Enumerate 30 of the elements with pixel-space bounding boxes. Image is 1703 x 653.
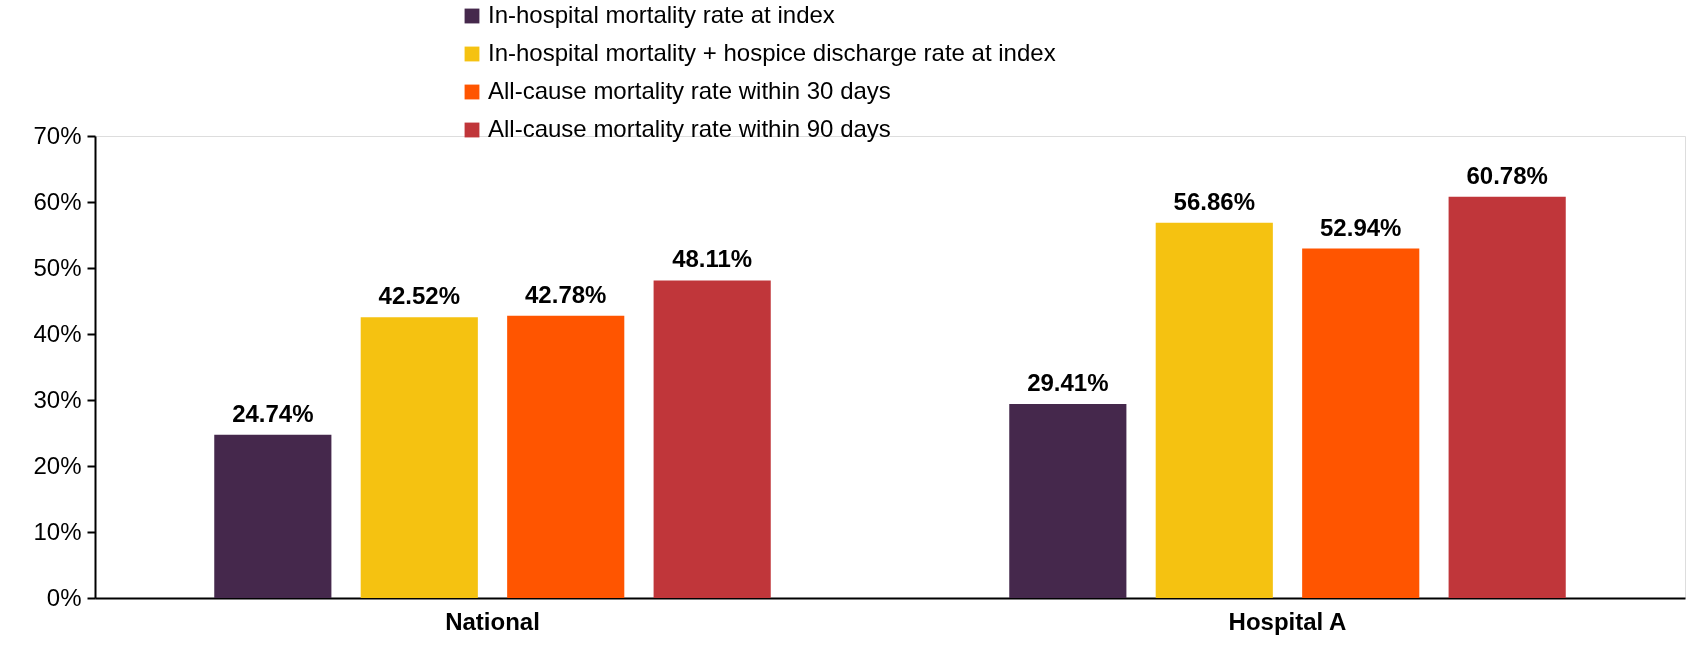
data-label: 56.86% — [1173, 187, 1255, 215]
data-label: 52.94% — [1320, 213, 1402, 241]
y-tick-label: 10% — [33, 517, 82, 545]
y-tick-label: 20% — [33, 451, 82, 479]
bar — [360, 317, 478, 598]
y-tick-label: 0% — [46, 583, 82, 611]
data-label: 48.11% — [672, 245, 753, 273]
x-tick-label: Hospital A — [1228, 607, 1347, 635]
data-label: 60.78% — [1466, 161, 1548, 189]
legend-label: All-cause mortality rate within 30 days — [488, 77, 891, 104]
bar — [214, 434, 332, 598]
y-tick-label: 50% — [33, 253, 82, 281]
bar — [1302, 248, 1420, 598]
bar — [507, 315, 625, 598]
legend-label: In-hospital mortality rate at index — [488, 1, 835, 28]
bar — [1009, 403, 1127, 598]
y-tick-label: 70% — [33, 121, 82, 149]
legend-label: All-cause mortality rate within 90 days — [488, 115, 891, 142]
y-tick-label: 60% — [33, 187, 82, 215]
y-tick-label: 40% — [33, 319, 82, 347]
y-tick-label: 30% — [33, 385, 82, 413]
legend-label: In-hospital mortality + hospice discharge rate at index — [488, 39, 1056, 66]
data-label: 24.74% — [232, 399, 314, 427]
data-label: 42.52% — [378, 282, 460, 310]
x-tick-label: National — [445, 607, 540, 635]
bar — [653, 280, 771, 598]
data-label: 42.78% — [525, 280, 607, 308]
bar — [1448, 196, 1566, 598]
bar — [1155, 222, 1273, 598]
data-label: 29.41% — [1027, 368, 1109, 396]
